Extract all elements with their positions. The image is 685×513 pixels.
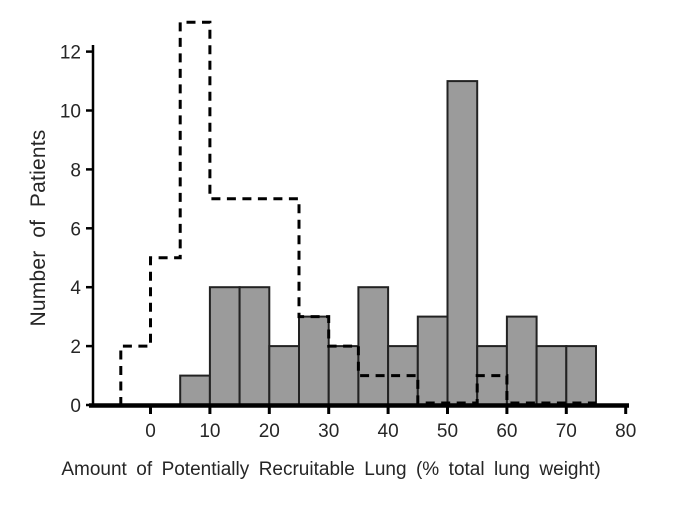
x-tick-label: 30 [318,421,339,442]
histogram-bar [268,345,300,407]
histogram-bar [535,345,568,407]
y-tick-label: 0 [70,396,81,417]
histogram-bar [446,80,479,406]
x-tick-label: 70 [556,421,577,442]
y-tick-label: 8 [70,160,81,181]
y-axis-title: Number of Patients [27,129,50,327]
x-tick-label: 80 [615,421,636,442]
histogram-bar [327,345,360,407]
y-tick-label: 4 [70,278,81,299]
x-tick-label: 60 [496,421,517,442]
histogram-bar [238,286,271,407]
x-tick-label: 0 [145,421,156,442]
dashed-step-series [119,20,596,406]
histogram-bar [208,286,241,407]
x-tick-label: 20 [259,421,280,442]
histogram-bar [357,286,390,407]
histogram-bar [416,315,449,407]
x-axis-ticks: 0 10 20 30 40 50 60 70 80 [145,405,636,442]
histogram-bar [298,315,330,407]
histogram-bar [505,315,538,407]
y-axis-ticks: 0 2 4 6 8 10 12 [60,43,93,417]
y-tick-label: 12 [60,43,81,64]
histogram-bar [565,345,597,407]
x-axis-title: Amount of Potentially Recruitable Lung (… [61,459,601,480]
histogram-bar [179,374,211,407]
x-tick-label: 40 [378,421,399,442]
gray-bars-series [179,80,597,407]
x-tick-label: 10 [199,421,220,442]
y-tick-label: 2 [70,337,81,358]
x-tick-label: 50 [437,421,458,442]
y-tick-label: 10 [60,102,81,123]
y-tick-label: 6 [70,219,81,240]
